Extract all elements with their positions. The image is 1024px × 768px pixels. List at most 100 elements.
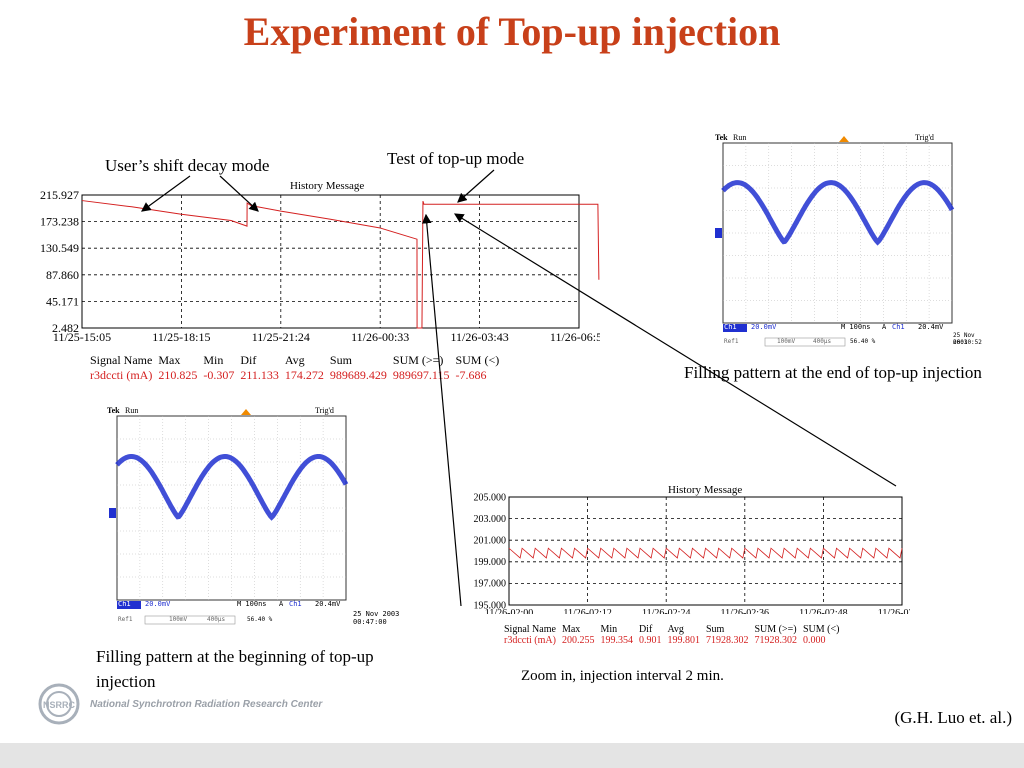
stats-value: 211.133 xyxy=(240,368,279,382)
trigger-marker-icon xyxy=(241,409,251,415)
ch1-marker-icon xyxy=(715,228,722,238)
stats-header: Signal Name xyxy=(504,624,556,635)
y-tick-label: 215.927 xyxy=(40,188,79,202)
x-tick-label: 11/26-03:43 xyxy=(450,330,508,344)
y-tick-label: 173.238 xyxy=(40,215,79,229)
scope-time: M 100ns xyxy=(237,600,267,608)
stats-header: Min xyxy=(203,353,224,367)
zoom-grid-lines xyxy=(509,497,902,605)
zoom-plot-area xyxy=(508,496,903,606)
scope-ref: Ref1 xyxy=(118,616,133,623)
scope-state: Run xyxy=(125,406,139,415)
stats-value: 71928.302 xyxy=(705,635,749,646)
x-tick-label: 11/26-00:33 xyxy=(351,330,409,344)
scope-end: Tek Run Trig'd Ch1 20.0mV M 100ns A Ch1 … xyxy=(715,132,982,352)
scope-volts: 20.0mV xyxy=(145,600,171,608)
scope-pct: 56.40 % xyxy=(850,338,876,345)
stats-header: SUM (>=) xyxy=(392,353,444,367)
caption-fill-end: Filling pattern at the end of top-up inj… xyxy=(684,363,982,382)
credit: (G.H. Luo et. al.) xyxy=(894,708,1012,727)
zoom-series-line-r3dccti xyxy=(508,547,903,559)
x-tick-label: 11/25-21:24 xyxy=(252,330,310,344)
scope-volts: 20.0mV xyxy=(751,323,777,331)
y-tick-label: 87.860 xyxy=(46,268,79,282)
scope-trig: Trig'd xyxy=(315,406,334,415)
stats-value: r3dccti (mA) xyxy=(90,368,153,382)
ch1-label-bg xyxy=(117,601,141,609)
stats-value: -7.686 xyxy=(455,368,487,382)
logo-abbrev: NSRRC xyxy=(43,700,76,710)
scope-clock: 06:10:52 xyxy=(953,339,982,346)
scope-ref-v: 100mV xyxy=(169,616,188,623)
zoom-chart-title: History Message xyxy=(668,484,743,496)
history-chart-zoom: History Message 205.000 203.000 201.000 199… xyxy=(460,484,911,649)
scope-brand: Tek xyxy=(107,406,120,415)
y-tick-label: 203.000 xyxy=(474,514,507,525)
stats-value: 174.272 xyxy=(284,368,324,382)
x-tick-label: 11/26-02:00 xyxy=(485,608,534,614)
x-tick-label: 11/26-02:12 xyxy=(563,608,612,614)
stats-value: 199.801 xyxy=(667,635,700,646)
scope-trig-level: 20.4mV xyxy=(918,323,944,331)
plot-area xyxy=(81,194,580,329)
series-line-r3dccti xyxy=(81,200,600,329)
stats-header: Sum xyxy=(329,353,352,367)
stats-header: Max xyxy=(158,353,181,367)
stats-value: -0.307 xyxy=(203,368,235,382)
stats-header: Min xyxy=(600,624,618,635)
caption-fill-begin: Filling pattern at the beginning of top-… xyxy=(96,647,374,691)
stats-value: r3dccti (mA) xyxy=(504,635,556,646)
scope-ref-t: 400µs xyxy=(813,338,832,345)
stats-table-zoom: Signal Name Max Min Dif Avg Sum SUM (>=) SUM (<… xyxy=(504,624,845,646)
scope-end-svg xyxy=(715,136,955,347)
scope-ch1: Ch1 xyxy=(724,323,737,331)
scope-pct: 56.40 % xyxy=(247,616,273,623)
y-tick-label: 45.171 xyxy=(46,294,79,308)
x-tick-label: 11/26-06:52 xyxy=(550,330,600,344)
stats-table-main: Signal Name Max Min Dif Avg Sum SUM (>=) SUM (<… xyxy=(90,353,505,383)
y-tick-label: 205.000 xyxy=(474,492,507,503)
scope-time: M 100ns xyxy=(841,323,871,331)
scope-ref-v: 100mV xyxy=(777,338,796,345)
y-tick-label: 199.000 xyxy=(474,557,507,568)
scope-waveform xyxy=(115,454,349,521)
stats-value: 200.255 xyxy=(561,635,595,646)
caption-zoom: Zoom in, injection interval 2 min. xyxy=(521,668,724,684)
x-tick-label: 11/26-02:48 xyxy=(799,608,848,614)
slide-title: Experiment of Top-up injection xyxy=(243,9,781,54)
scope-ref-t: 400µs xyxy=(207,616,226,623)
y-tick-label: 130.549 xyxy=(40,241,79,255)
scope-begin: Tek Run Trig'd Ch1 20.0mV M 100ns A Ch1 … xyxy=(107,405,407,630)
x-tick-label: 11/25-15:05 xyxy=(53,330,111,344)
stats-header: Signal Name xyxy=(90,353,153,367)
stats-value: 989689.429 xyxy=(329,368,387,382)
trigger-marker-icon xyxy=(839,136,849,142)
scope-waveform xyxy=(721,180,955,246)
stats-header: Dif xyxy=(240,353,257,367)
stats-header: SUM (<) xyxy=(802,624,840,635)
scope-state: Run xyxy=(733,133,747,142)
logo-text: National Synchrotron Radiation Research … xyxy=(90,699,323,710)
ch1-marker-icon xyxy=(109,508,116,518)
stats-header: Dif xyxy=(638,624,653,635)
scope-ch-trig: Ch1 xyxy=(289,600,302,608)
x-tick-label: 11/25-18:15 xyxy=(152,330,210,344)
scope-trig: Trig'd xyxy=(915,133,934,142)
scope-ch1: Ch1 xyxy=(118,600,131,608)
scope-ref: Ref1 xyxy=(724,338,739,345)
stats-value: 199.354 xyxy=(600,635,633,646)
history-chart-main: History Message 215.927 173.238 130.549 87.… xyxy=(40,180,600,390)
zoom-y-tick-labels: 205.000 203.000 201.000 199.000 197.000 195.0… xyxy=(474,492,507,611)
nsrrc-logo-icon: NSRRC xyxy=(38,683,80,725)
y-tick-label: 201.000 xyxy=(474,536,507,547)
stats-value: 71928.302 xyxy=(754,635,797,646)
ref-box xyxy=(144,615,236,625)
scope-brand: Tek xyxy=(715,133,728,142)
scope-begin-svg xyxy=(109,409,349,625)
scope-grid xyxy=(117,416,346,600)
stats-value: 0.000 xyxy=(802,635,826,646)
y-tick-label: 2.482 xyxy=(52,321,79,335)
scope-ch-a: A xyxy=(882,323,887,331)
scope-ch-trig: Ch1 xyxy=(892,323,905,331)
y-tick-label: 197.000 xyxy=(474,579,507,590)
